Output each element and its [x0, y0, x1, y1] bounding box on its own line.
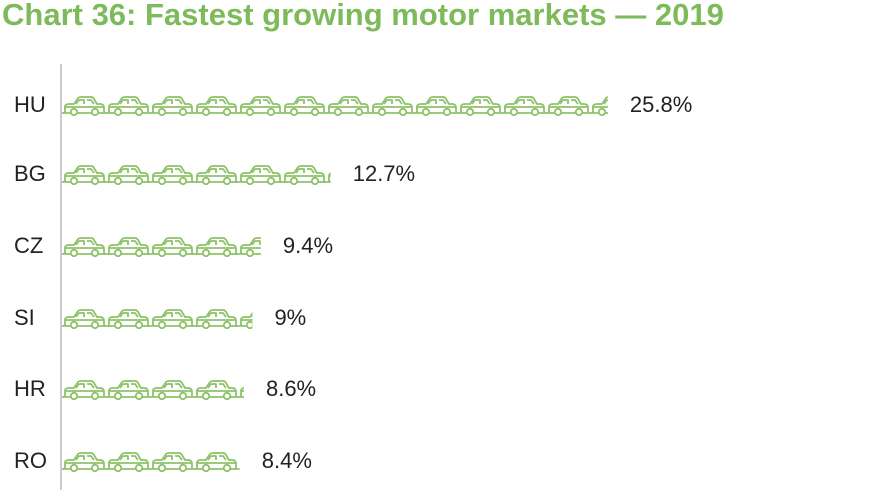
value-label: 12.7% — [353, 161, 415, 186]
bar-group — [62, 377, 244, 401]
value-label: 8.4% — [262, 448, 312, 473]
value-label: 25.8% — [630, 92, 692, 117]
category-label: SI — [14, 305, 35, 330]
bar-group — [62, 162, 331, 186]
pictogram-bar — [62, 377, 244, 401]
pictogram-bar — [62, 93, 608, 117]
chart-title: Chart 36: Fastest growing motor markets … — [2, 0, 724, 32]
pictogram-bar — [62, 234, 261, 258]
category-label: CZ — [14, 233, 43, 258]
category-label: HR — [14, 376, 46, 401]
pictogram-bar — [62, 306, 253, 330]
value-label: 9.4% — [283, 233, 333, 258]
category-label: HU — [14, 92, 46, 117]
bar-group — [62, 234, 261, 258]
bar-group — [62, 449, 240, 473]
category-label: RO — [14, 448, 47, 473]
value-label: 8.6% — [266, 376, 316, 401]
value-label: 9% — [274, 305, 306, 330]
bar-group — [62, 93, 608, 117]
pictogram-bar — [62, 162, 331, 186]
category-label: BG — [14, 161, 46, 186]
pictogram-bar — [62, 449, 240, 473]
bar-group — [62, 306, 253, 330]
